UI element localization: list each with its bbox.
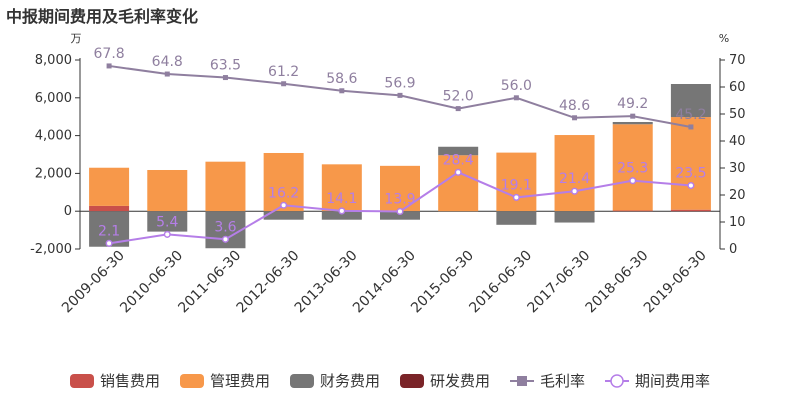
gross-margin-label: 61.2 <box>268 64 299 80</box>
bar-segment <box>670 209 711 212</box>
gross-margin-label: 58.6 <box>326 71 357 87</box>
y-left-tick-label: 4,000 <box>35 129 72 144</box>
legend-label[interactable]: 财务费用 <box>320 372 380 390</box>
gross-margin-label: 49.2 <box>617 96 648 112</box>
expense-ratio-point <box>454 168 462 176</box>
gross-margin-label: 52.0 <box>443 89 474 105</box>
y-left-tick-label: 2,000 <box>35 166 72 181</box>
bar-segment <box>438 146 479 156</box>
legend-swatch[interactable] <box>400 374 424 388</box>
gross-margin-point <box>106 63 112 69</box>
bar-segment <box>321 164 362 212</box>
bar-segment <box>205 161 246 212</box>
y-right-tick-label: 30 <box>729 161 746 176</box>
gross-margin-point <box>455 106 461 112</box>
expense-ratio-label: 2.1 <box>98 223 120 239</box>
bar-segment <box>554 135 595 212</box>
y-axis-left-unit: 万 <box>71 32 82 45</box>
bar-segment <box>612 121 653 125</box>
expense-ratio-label: 28.4 <box>443 152 474 168</box>
bar-segment <box>438 155 479 212</box>
legend-swatch[interactable] <box>180 374 204 388</box>
expense-ratio-point <box>570 187 579 195</box>
legend-label[interactable]: 毛利率 <box>540 372 585 390</box>
gross-margin-label: 48.6 <box>559 98 590 114</box>
y-right-tick-label: 40 <box>729 134 746 149</box>
gross-margin-point <box>339 88 345 94</box>
gross-margin-point <box>688 124 694 130</box>
gross-margin-label: 56.0 <box>501 78 532 94</box>
gross-margin-point <box>572 115 578 121</box>
y-right-tick-label: 60 <box>729 80 746 95</box>
expense-ratio-point <box>512 193 520 201</box>
expense-ratio-label: 23.5 <box>675 166 706 182</box>
gross-margin-point <box>397 92 403 98</box>
legend-swatch[interactable] <box>290 374 314 388</box>
expense-ratio-label: 5.4 <box>156 214 178 230</box>
bar-segment <box>670 84 711 118</box>
bar-segment <box>496 211 537 225</box>
bar-segment <box>612 210 653 212</box>
bar-segment <box>554 211 595 223</box>
gross-margin-label: 56.9 <box>384 75 415 91</box>
legend-label[interactable]: 研发费用 <box>430 372 490 390</box>
bar-segment <box>263 152 304 212</box>
bar-segment <box>496 152 537 212</box>
expense-ratio-label: 13.9 <box>384 191 415 207</box>
expense-ratio-point <box>629 177 637 185</box>
y-right-tick-label: 50 <box>729 107 746 122</box>
gross-margin-label: 45.2 <box>675 107 706 123</box>
expense-ratio-label: 16.2 <box>268 185 299 201</box>
bar-segment <box>89 205 130 212</box>
expense-ratio-label: 25.3 <box>617 161 648 177</box>
bar-segment <box>321 211 362 220</box>
x-tick-label: 2019-06-30 <box>641 248 710 317</box>
gross-margin-point <box>630 113 636 119</box>
y-left-tick-label: 0 <box>64 204 72 219</box>
bar-segment <box>670 117 711 210</box>
y-right-tick-label: 10 <box>729 215 746 230</box>
legend-marker-circle[interactable] <box>610 374 624 388</box>
expense-ratio-point <box>163 230 171 238</box>
legend-label[interactable]: 销售费用 <box>100 372 160 390</box>
y-left-tick-label: 6,000 <box>35 91 72 106</box>
gross-margin-label: 63.5 <box>210 58 241 74</box>
gross-margin-label: 64.8 <box>152 54 183 70</box>
expense-ratio-point <box>338 207 346 215</box>
chart-title: 中报期间费用及毛利率变化 <box>6 7 199 26</box>
y-left-tick-label: 8,000 <box>35 53 72 68</box>
gross-margin-label: 67.8 <box>94 46 125 62</box>
bar-segment <box>89 167 130 206</box>
expense-ratio-label: 3.6 <box>214 219 236 235</box>
expense-ratio-label: 19.1 <box>501 177 532 193</box>
legend-swatch[interactable] <box>70 374 94 388</box>
bar-segment <box>612 124 653 211</box>
legend-label[interactable]: 管理费用 <box>210 372 270 390</box>
expense-ratio-point <box>280 201 288 209</box>
gross-margin-point <box>222 75 228 81</box>
y-right-tick-label: 70 <box>729 53 746 68</box>
y-axis-right-unit: % <box>719 32 729 45</box>
y-left-tick-label: -2,000 <box>30 242 72 257</box>
gross-margin-point <box>281 81 287 87</box>
legend-label[interactable]: 期间费用率 <box>635 372 710 390</box>
expense-ratio-point <box>396 207 404 216</box>
y-right-tick-label: 20 <box>729 188 746 203</box>
gross-margin-point <box>513 95 519 101</box>
expense-ratio-point <box>105 239 113 247</box>
bar-segment <box>147 169 188 212</box>
bar-segment <box>380 211 420 220</box>
expense-ratio-label: 14.1 <box>326 191 357 207</box>
bar-segment <box>147 211 188 232</box>
gross-margin-point <box>164 71 170 77</box>
bar-segment <box>263 211 304 220</box>
expense-ratio-point <box>687 182 695 190</box>
expense-ratio-label: 21.4 <box>559 171 590 187</box>
y-right-tick-label: 0 <box>729 242 737 257</box>
legend-marker-square[interactable] <box>517 376 527 386</box>
expense-ratio-point <box>221 235 230 243</box>
